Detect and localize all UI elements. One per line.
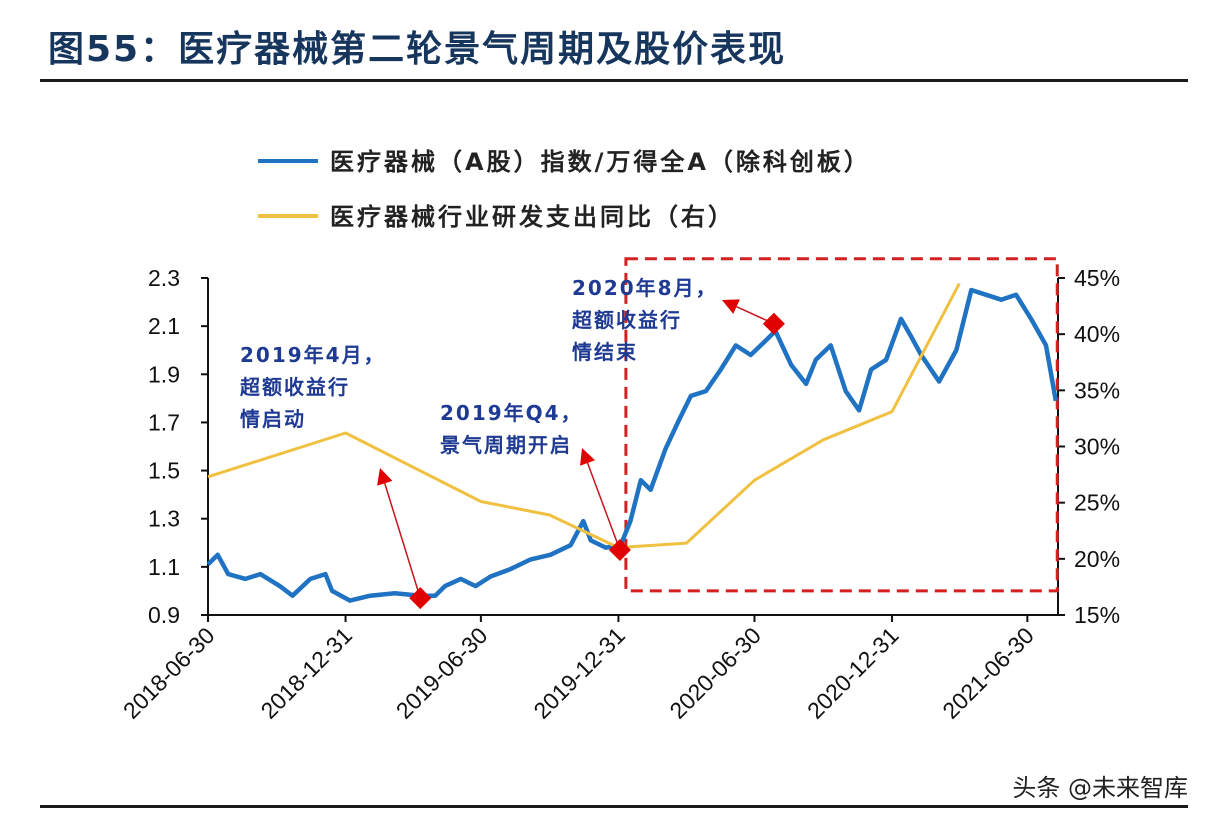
title-divider: [40, 79, 1188, 82]
left-tick-label: 1.9: [148, 361, 180, 387]
annotation-text: 2019年4月，: [240, 343, 386, 367]
left-tick-label: 1.3: [148, 506, 180, 532]
rd-growth-line: [207, 282, 961, 550]
annotation-text: 情启动: [240, 407, 306, 431]
axes: 0.9 1.1 1.3 1.5 1.7 1.9 2.1 2.3 15% 20% 25% 30% 35% 4…: [118, 265, 1120, 724]
event-marker-diamond: [762, 312, 785, 335]
annotation-text: 超额收益行: [571, 308, 682, 332]
annotation-text: 2019年Q4，: [440, 401, 583, 425]
left-tick-label: 1.1: [148, 554, 180, 580]
right-tick-label: 15%: [1074, 602, 1120, 628]
annotation-text: 景气周期开启: [440, 433, 572, 457]
legend-label-rd: 医疗器械行业研发支出同比（右）: [330, 203, 735, 231]
annotation-text: 超额收益行: [239, 375, 350, 399]
right-tick-label: 45%: [1074, 265, 1120, 291]
x-tick-label: 2018-12-31: [256, 622, 358, 724]
x-tick-label: 2020-06-30: [664, 622, 766, 724]
arrow-head-icon: [722, 299, 740, 314]
annotation-text: 2020年8月，: [572, 276, 718, 300]
x-tick-label: 2019-12-31: [528, 622, 630, 724]
annotation-arrow: [586, 462, 621, 551]
arrow-head-icon: [580, 448, 596, 466]
highlight-box: [624, 257, 1059, 593]
annotation-text: 情结束: [572, 340, 638, 364]
left-tick-label: 2.1: [148, 313, 180, 339]
right-tick-label: 20%: [1074, 546, 1120, 572]
x-tick-label: 2020-12-31: [802, 622, 904, 724]
series-lines: [206, 282, 1059, 603]
left-tick-label: 2.3: [148, 265, 180, 291]
highlight-rect: [624, 257, 1059, 593]
event-marker-diamond: [608, 539, 631, 562]
annotation-arrow: [384, 483, 422, 599]
left-tick-label: 1.7: [148, 409, 180, 435]
index-ratio-line: [206, 287, 1059, 603]
right-tick-label: 30%: [1074, 434, 1120, 460]
right-tick-label: 35%: [1074, 377, 1120, 403]
left-tick-label: 1.5: [148, 458, 180, 484]
legend-label-index: 医疗器械（A股）指数/万得全A（除科创板）: [330, 148, 871, 176]
page-title: 图55：医疗器械第二轮景气周期及股价表现: [48, 29, 787, 70]
watermark: 头条 @未来智库: [1012, 774, 1188, 802]
arrow-head-icon: [377, 468, 393, 486]
legend: 医疗器械（A股）指数/万得全A（除科创板） 医疗器械行业研发支出同比（右）: [258, 148, 871, 231]
right-tick-label: 40%: [1074, 321, 1120, 347]
right-tick-label: 25%: [1074, 490, 1120, 516]
event-marker-diamond: [409, 587, 432, 610]
x-tick-label: 2019-06-30: [391, 622, 493, 724]
bottom-divider: [40, 805, 1188, 808]
left-tick-label: 0.9: [148, 602, 180, 628]
x-tick-label: 2021-06-30: [937, 622, 1039, 724]
x-tick-label: 2018-06-30: [118, 622, 220, 724]
